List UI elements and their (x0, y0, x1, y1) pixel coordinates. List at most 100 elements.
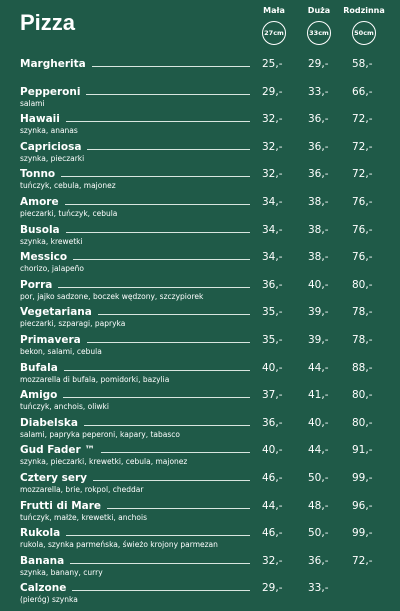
item-price: 36,- (308, 168, 329, 181)
menu-item: Cztery sery mozzarella, brie, rokpol, che… (20, 472, 380, 494)
menu-item: Primavera bekon, salami, cebula 35,- 39,- 78… (20, 334, 380, 356)
menu-item: Frutti di Mare tuńczyk, małże, krewetki, … (20, 500, 380, 522)
item-price: 80,- (352, 278, 373, 291)
item-price: 50,- (308, 527, 329, 540)
item-name: Cztery sery (20, 472, 88, 484)
item-description: szynka, krewetki (20, 236, 83, 246)
item-description: salami, papryka peperoni, kapary, tabasc… (20, 429, 181, 439)
item-price: 32,- (262, 554, 283, 567)
item-description: szynka, ananas (20, 126, 78, 136)
leader-line (65, 121, 250, 123)
leader-line (97, 314, 250, 316)
item-name: Calzone (20, 582, 67, 595)
item-price: 78,- (352, 306, 373, 319)
menu-item: Vegetariana pieczarki, szparagi, papryka 3… (20, 306, 380, 328)
menu-item: Tonno tuńczyk, cebula, majonez 32,- 36,- 72,… (20, 168, 380, 190)
item-header: Messico (20, 251, 250, 263)
menu-item: Gud Fader ™ szynka, pieczarki, krewetki, … (20, 444, 380, 466)
item-price: 99,- (352, 472, 373, 484)
item-header: Vegetariana (20, 306, 250, 318)
item-price: 72,- (352, 554, 373, 567)
item-name: Porra (20, 278, 53, 291)
item-description: szynka, pieczarki, krewetki, cebula, maj… (20, 457, 188, 467)
item-price: 40,- (308, 416, 329, 429)
item-header: Primavera (20, 334, 250, 346)
item-name: Primavera (20, 334, 81, 346)
item-price: 38,- (308, 196, 329, 208)
item-price: 96,- (352, 499, 373, 512)
leader-line (83, 424, 250, 426)
size-label: Mała (263, 6, 285, 15)
leader-line (58, 286, 250, 288)
item-header: Tonno (20, 168, 250, 180)
item-header: Bufala (20, 362, 250, 374)
leader-line (65, 231, 250, 233)
size-column: Mała 27cm (252, 6, 296, 45)
item-price: 91,- (352, 444, 373, 457)
item-name: Amigo (20, 389, 58, 402)
item-price: 38,- (308, 251, 329, 264)
item-header: Rukola (20, 527, 250, 539)
item-price: 76,- (352, 251, 373, 264)
item-header: Diabelska (20, 417, 250, 429)
leader-line (100, 452, 250, 454)
item-price: 25,- (262, 58, 283, 70)
menu-item: Calzone (pieróg) szynka 29,- 33,- (20, 582, 380, 604)
item-description: szynka, banany, curry (20, 567, 103, 577)
item-header: Margherita (20, 58, 250, 70)
item-price: 48,- (308, 499, 329, 512)
item-price: 78,- (352, 334, 373, 346)
item-description: chorizo, jalapeño (20, 264, 85, 274)
item-price: 39,- (308, 306, 329, 319)
leader-line (87, 148, 250, 150)
item-price: 37,- (262, 389, 283, 402)
menu-item: Rukola rukola, szynka parmeńska, świeżo k… (20, 527, 380, 549)
item-price: 50,- (308, 472, 329, 484)
menu-item: Pepperoni salami 29,- 33,- 66,- (20, 86, 380, 108)
item-price: 34,- (262, 251, 283, 264)
leader-line (63, 397, 250, 399)
item-price: 39,- (308, 334, 329, 346)
item-name: Gud Fader ™ (20, 444, 95, 457)
leader-line (91, 66, 250, 67)
item-price: 72,- (352, 140, 373, 153)
item-name: Amore (20, 196, 59, 208)
item-price: 34,- (262, 196, 283, 208)
item-price: 72,- (352, 168, 373, 181)
item-price: 76,- (352, 223, 373, 236)
item-description: tuńczyk, anchois, oliwki (20, 402, 109, 412)
size-label: Rodzinna (343, 6, 385, 15)
item-description: pieczarki, szparagi, papryka (20, 319, 126, 329)
item-price: 29,- (262, 85, 283, 98)
item-name: Diabelska (20, 416, 78, 429)
size-diameter: 27cm (262, 21, 286, 45)
item-price: 41,- (308, 389, 329, 402)
item-price: 36,- (308, 140, 329, 153)
item-price: 46,- (262, 472, 283, 484)
item-price: 40,- (262, 361, 283, 374)
menu-item: Diabelska salami, papryka peperoni, kapar… (20, 417, 380, 439)
menu-item: Hawaii szynka, ananas 32,- 36,- 72,- (20, 113, 380, 135)
item-price: 40,- (262, 444, 283, 457)
size-diameter: 33cm (307, 21, 331, 45)
item-description: tuńczyk, małże, krewetki, anchois (20, 512, 147, 522)
size-column: Rodzinna 50cm (342, 6, 386, 45)
item-header: Amigo (20, 389, 250, 401)
item-header: Cztery sery (20, 472, 250, 484)
menu-title: Pizza (20, 10, 76, 35)
menu-item: Amore pieczarki, tuńczyk, cebula 34,- 38,- 7… (20, 196, 380, 218)
item-description: (pieróg) szynka (20, 595, 78, 605)
item-name: Rukola (20, 527, 61, 540)
item-header: Calzone (20, 582, 250, 594)
leader-line (63, 369, 250, 371)
item-price: 35,- (262, 334, 283, 346)
item-header: Porra (20, 279, 250, 291)
menu-item: Margherita 25,- 29,- 58,- (20, 58, 380, 70)
leader-line (73, 259, 250, 261)
item-name: Capriciosa (20, 140, 82, 153)
item-price: 44,- (262, 499, 283, 512)
menu-item: Busola szynka, krewetki 34,- 38,- 76,- (20, 224, 380, 246)
item-name: Frutti di Mare (20, 499, 102, 512)
item-price: 36,- (262, 278, 283, 291)
